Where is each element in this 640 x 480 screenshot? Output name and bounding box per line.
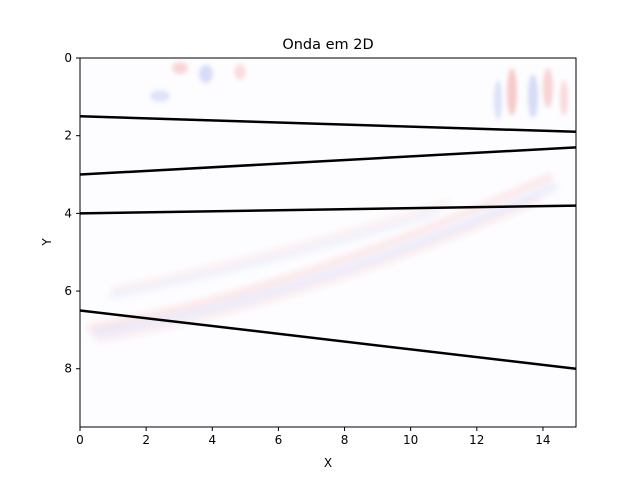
x-tick-label: 0	[76, 433, 84, 447]
layer-lines	[80, 115, 576, 370]
y-tick-label: 4	[64, 206, 72, 220]
y-tick-label: 6	[64, 284, 72, 298]
y-tick-label: 8	[64, 362, 72, 376]
surface-blue-blob-1	[199, 65, 213, 83]
right-blue-blob-1	[528, 74, 538, 118]
x-tick-label: 2	[142, 433, 150, 447]
x-tick-label: 4	[208, 433, 216, 447]
chart-title: Onda em 2D	[282, 37, 373, 53]
y-axis-label: Y	[40, 238, 54, 247]
y-tick-label: 2	[64, 129, 72, 143]
surface-blue-blob-2	[150, 90, 170, 102]
x-axis-ticks: 0 2 4 6 8 10 12 14	[76, 427, 551, 447]
right-red-blob-3	[560, 80, 568, 116]
surface-red-blob-1	[172, 62, 188, 74]
plot-frame	[79, 57, 577, 428]
x-tick-label: 8	[341, 433, 349, 447]
x-tick-label: 12	[469, 433, 484, 447]
right-blue-blob-2	[494, 80, 502, 120]
surface-red-blob-2	[234, 64, 246, 80]
plot-area	[79, 57, 577, 428]
wavefront-blue-2	[109, 210, 441, 298]
layer-line-2	[80, 146, 576, 176]
wavefield	[87, 62, 568, 342]
x-tick-label: 14	[535, 433, 550, 447]
layer-line-4	[80, 309, 576, 370]
x-tick-label: 6	[275, 433, 283, 447]
wavefront-red-3	[111, 200, 451, 292]
layer-line-3	[80, 204, 576, 215]
layer-line-1	[80, 115, 576, 134]
wavefront-red-2	[95, 198, 541, 342]
heatmap-background	[80, 58, 576, 427]
right-red-blob-2	[543, 68, 553, 108]
right-red-blob-1	[507, 68, 517, 116]
x-axis-label: X	[324, 456, 332, 470]
wavefront-blue-1	[91, 184, 557, 336]
y-axis-ticks: 0 2 4 6 8	[64, 51, 80, 376]
y-tick-label: 0	[64, 51, 72, 65]
x-tick-label: 10	[403, 433, 418, 447]
